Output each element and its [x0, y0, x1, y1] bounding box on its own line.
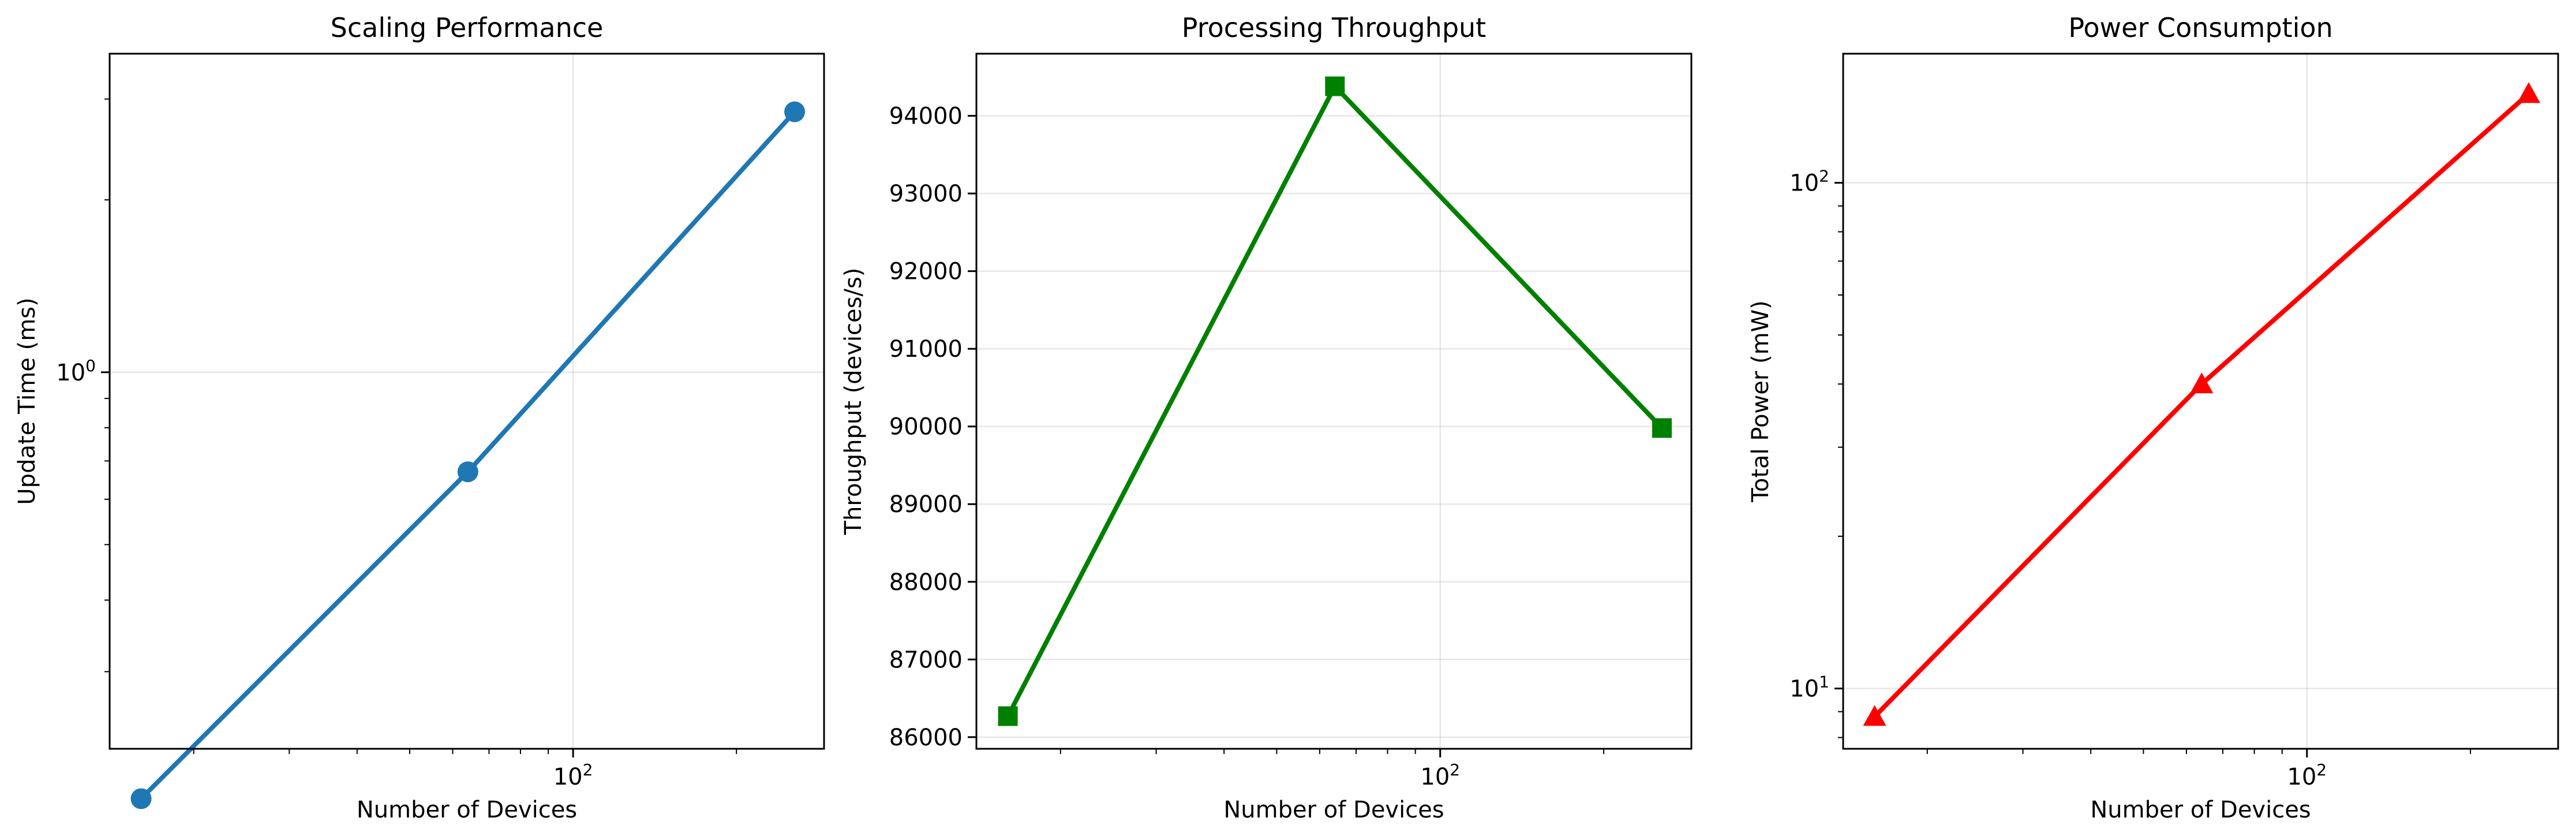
x-tick-label-exponent: 2 — [1450, 760, 1460, 779]
y-tick-label: 101 — [1789, 673, 1829, 703]
series-line — [139, 110, 797, 801]
x-axis-label: Number of Devices — [1223, 797, 1444, 823]
data-point — [1863, 705, 1886, 726]
data-point — [457, 461, 478, 483]
x-tick-label: 102 — [553, 760, 593, 790]
y-tick-label: 90000 — [889, 414, 963, 440]
x-tick-label: 102 — [2287, 760, 2327, 790]
plot-frame — [1842, 53, 2559, 750]
y-tick-label-exponent: 1 — [1819, 673, 1829, 692]
data-point — [2517, 82, 2541, 103]
x-tick-label-exponent: 2 — [583, 760, 593, 779]
y-tick-label: 89000 — [889, 491, 963, 518]
x-tick-label-base: 10 — [2287, 764, 2316, 790]
data-point — [2190, 372, 2214, 394]
y-axis-label: Total Power (mW) — [1747, 300, 1774, 503]
y-tick-label: 86000 — [889, 725, 963, 751]
y-tick-label: 91000 — [889, 336, 963, 363]
data-point — [1652, 418, 1672, 438]
data-point — [130, 788, 152, 809]
y-tick-label-exponent: 0 — [85, 356, 96, 375]
y-tick-label: 102 — [1789, 167, 1829, 197]
y-tick-label: 94000 — [889, 103, 963, 130]
y-tick-label-exponent: 2 — [1819, 167, 1829, 186]
plot-frame — [108, 53, 825, 750]
y-tick-label-base: 10 — [1789, 170, 1819, 197]
chart-title: Scaling Performance — [331, 12, 604, 43]
x-tick-label: 102 — [1420, 760, 1460, 790]
chart-title: Processing Throughput — [1182, 12, 1486, 43]
data-point — [784, 101, 806, 122]
y-tick-label: 100 — [56, 356, 96, 386]
y-tick-label: 88000 — [889, 569, 963, 596]
plot-frame — [975, 53, 1693, 750]
data-point — [998, 706, 1018, 726]
y-tick-label: 92000 — [889, 259, 963, 285]
x-axis-label: Number of Devices — [357, 797, 577, 823]
y-axis-label: Throughput (devices/s) — [840, 268, 867, 536]
x-tick-label-base: 10 — [1420, 764, 1450, 790]
x-tick-label-base: 10 — [553, 764, 583, 790]
data-point — [1325, 76, 1345, 96]
series-line — [1873, 92, 2530, 719]
series-line — [1006, 84, 1664, 718]
x-tick-label-exponent: 2 — [2316, 760, 2327, 779]
y-tick-label-base: 10 — [1789, 676, 1819, 703]
chart-panel-2: 102 86000 87000 88000 89000 90000 91000 92000 93… — [840, 12, 1693, 823]
y-tick-label: 87000 — [889, 647, 963, 673]
chart-title: Power Consumption — [2068, 12, 2332, 43]
x-axis-label: Number of Devices — [2090, 797, 2311, 823]
y-axis-label: Update Time (ms) — [14, 297, 40, 505]
y-tick-label: 93000 — [889, 181, 963, 207]
y-tick-label-base: 10 — [56, 360, 85, 386]
